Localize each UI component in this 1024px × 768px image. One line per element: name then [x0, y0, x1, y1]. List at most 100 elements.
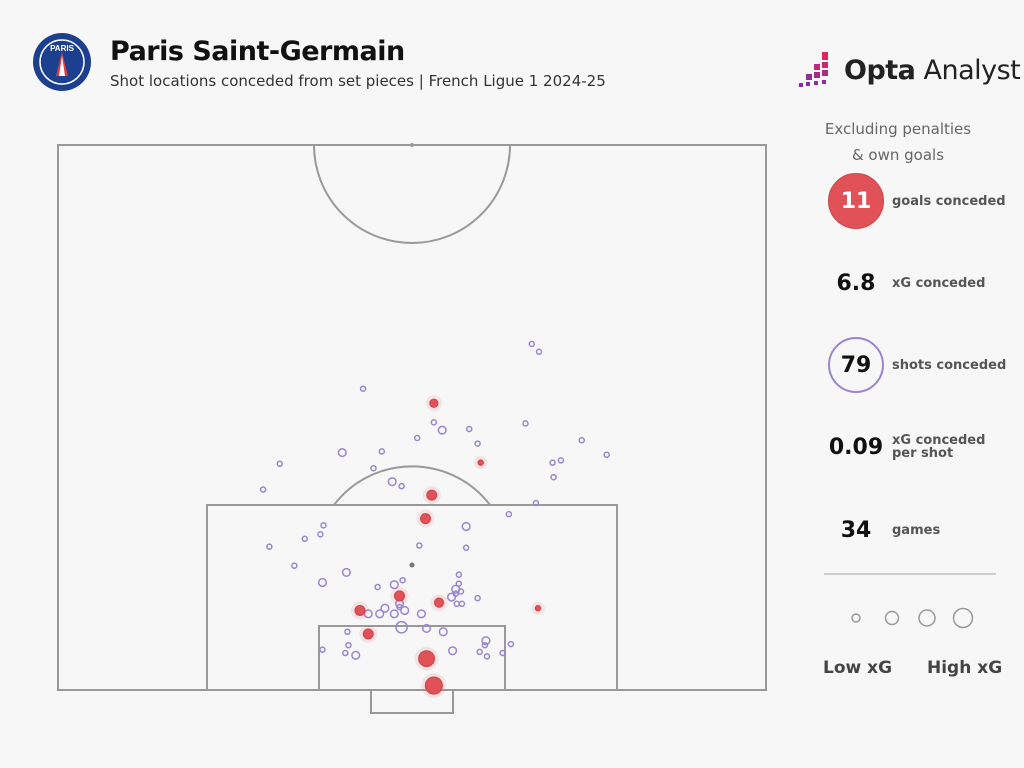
shot-marker: [466, 425, 473, 433]
goal-marker: [429, 398, 439, 408]
brand-regular: Analyst: [915, 54, 1021, 86]
goal-marker: [433, 597, 445, 608]
shot-marker: [416, 609, 426, 619]
shot-marker: [317, 577, 328, 588]
legend-circle-3: [918, 609, 936, 627]
goal-marker: [477, 459, 484, 466]
shot-marker: [481, 636, 491, 646]
panel-divider: [824, 573, 996, 575]
stat-value: 0.09: [828, 434, 884, 460]
shot-marker: [474, 440, 481, 447]
stat-value: 79: [840, 352, 872, 378]
shot-marker: [351, 650, 361, 660]
goal-marker: [426, 489, 438, 501]
stat-label: shots conceded: [892, 357, 1007, 373]
centre-spot: [410, 143, 414, 147]
stat-value: 34: [840, 517, 872, 543]
exclusion-note: Excluding penalties & own goals: [808, 116, 988, 168]
shot-marker: [337, 447, 347, 458]
centre-circle: [313, 144, 511, 244]
shot-marker: [317, 531, 324, 538]
shot-marker: [400, 605, 410, 616]
shot-marker: [476, 648, 483, 656]
shot-marker: [522, 420, 529, 427]
shot-marker: [399, 576, 406, 584]
goal-marker: [534, 605, 542, 612]
shot-marker: [421, 623, 432, 633]
shot-marker: [462, 544, 470, 552]
shot-marker: [483, 653, 491, 660]
shot-marker: [276, 460, 284, 468]
note-line-2: & own goals: [851, 146, 945, 164]
shot-marker: [474, 594, 481, 602]
penalty-spot: [409, 562, 415, 568]
shot-marker: [389, 580, 399, 590]
page-title: Paris Saint-Germain: [110, 36, 405, 67]
goals-badge: 11: [828, 173, 884, 229]
shot-marker: [557, 457, 565, 464]
shot-marker: [342, 649, 349, 657]
shot-marker: [499, 649, 506, 657]
svg-text:PARIS: PARIS: [50, 44, 75, 53]
note-line-1: Excluding penalties: [824, 120, 972, 138]
shot-marker: [344, 628, 351, 636]
stat-value: 6.8: [836, 270, 876, 296]
penalty-box: [206, 504, 618, 691]
stat-label: games: [892, 522, 941, 538]
stat-goals-conceded: 11 goals conceded: [820, 171, 1020, 231]
stat-value: 11: [840, 188, 872, 214]
legend-circle-1: [851, 613, 861, 623]
shot-marker: [455, 571, 463, 578]
shot-marker: [437, 425, 447, 435]
shot-marker: [549, 459, 556, 466]
stat-games: 34 games: [820, 500, 1020, 560]
stat-xg-per-shot: 0.09 xG conceded per shot: [820, 417, 1020, 477]
shots-layer: [259, 340, 610, 660]
goal-marker: [354, 604, 366, 617]
shot-marker: [532, 499, 540, 507]
shot-marker: [266, 543, 273, 550]
shot-marker: [380, 603, 390, 613]
goal-marker: [420, 513, 432, 525]
shot-marker: [457, 588, 465, 595]
penalty-arc: [333, 465, 491, 506]
goal-frame: [370, 689, 454, 714]
stat-label: goals conceded: [892, 193, 1006, 209]
shot-marker: [430, 419, 438, 426]
shot-marker: [413, 434, 421, 442]
shot-marker: [395, 620, 408, 634]
shot-marker: [396, 603, 403, 611]
shot-marker: [320, 522, 327, 529]
shot-marker: [458, 600, 466, 608]
opta-mark-icon: [799, 52, 828, 87]
shot-marker: [301, 535, 309, 543]
brand-bold: Opta: [844, 54, 916, 86]
stat-xg-conceded: 6.8 xG conceded: [820, 253, 1020, 313]
shot-marker: [528, 340, 535, 348]
goal-marker: [362, 628, 374, 640]
xg-size-legend: [851, 607, 974, 629]
legend-high-xg: High xG: [927, 658, 1003, 678]
psg-crest-logo: PARIS: [32, 32, 92, 92]
six-yard-box: [318, 625, 506, 691]
opta-analyst-logo: Opta Analyst: [798, 50, 1021, 90]
shot-marker: [359, 385, 367, 392]
legend-circle-4: [952, 607, 974, 629]
shot-marker: [378, 448, 386, 455]
legend-circle-2: [884, 610, 900, 626]
shot-marker: [481, 641, 489, 649]
shot-marker: [291, 562, 298, 569]
shot-marker: [578, 436, 585, 444]
shot-marker: [438, 627, 448, 637]
shot-marker: [452, 590, 459, 597]
shot-marker: [387, 477, 397, 487]
shot-marker: [374, 583, 381, 591]
shot-marker: [603, 451, 610, 459]
shot-marker: [453, 600, 461, 608]
goals-layer: [350, 395, 545, 699]
shot-marker: [375, 609, 385, 619]
legend-low-xg: Low xG: [823, 658, 893, 678]
shot-marker: [363, 609, 373, 619]
shot-marker: [505, 510, 513, 518]
